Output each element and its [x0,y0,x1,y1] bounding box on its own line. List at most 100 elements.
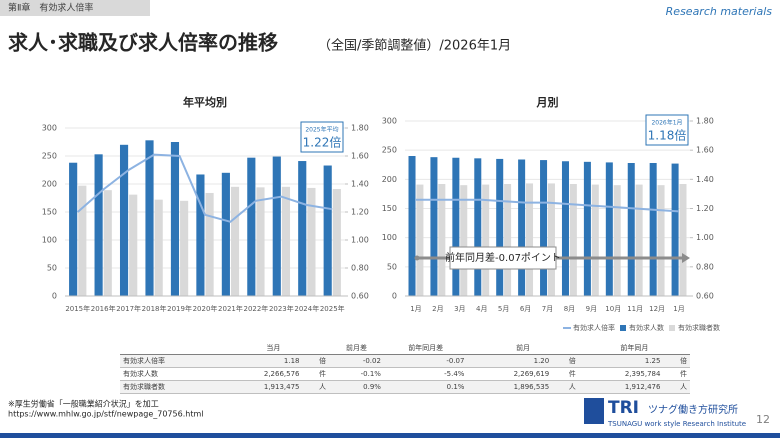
legend-swatch [620,325,626,331]
table-cell: -0.07 [383,354,468,368]
y-tick-label: 100 [42,236,57,245]
y-tick-label: 100 [382,233,397,242]
y2-tick-label: 0.60 [351,292,369,301]
x-tick-label: 2024年 [294,304,319,313]
bar [205,192,214,296]
y-tick-label: 200 [382,175,397,184]
org: ツナグ働き方研究所 [648,403,738,416]
x-tick-label: 11月 [627,305,643,313]
bar [180,200,189,296]
table-cell: 1,912,476 [578,380,664,394]
x-tick-label: 2022年 [243,304,268,313]
bar [496,158,504,296]
table-cell: 2,395,784 [578,367,664,381]
table-cell: 件 [552,367,579,381]
arrow-start [414,255,420,261]
bar [613,185,621,296]
bar [119,144,129,296]
table-row: 有効求人数 2,266,576 件 -0.1% -5.4% 2,269,619 件 2,395… [120,367,690,381]
legend-label: 有効求人数 [629,323,664,332]
callout-label: 2026年1月 [651,119,682,127]
tag: Research materials [666,5,773,18]
y2-tick-label: 0.60 [696,292,714,301]
url: https://www.mhlw.go.jp/stf/newpage_70756… [8,410,203,419]
header-cell: 当月 [217,342,329,355]
y2-tick-label: 1.80 [696,117,714,126]
bar [416,184,424,296]
bar [649,163,657,296]
y2-tick-label: 1.60 [351,152,369,161]
table-cell: 件 [302,367,329,381]
arrow-head [682,253,690,263]
bar [256,187,265,296]
summary-table: 当月 前月差 前年同月差 前月 前年同月 有効求人倍率 1.18 倍 -0.02 -0.07 1.2… [120,342,690,394]
bar [430,157,438,296]
bar [635,184,643,296]
y2-tick-label: 1.80 [351,124,369,133]
annotation: 前年同月差-0.07ポイント [445,251,561,264]
legend-swatch [669,325,675,331]
chart-title: 月別 [536,95,559,109]
y2-tick-label: 1.40 [351,180,369,189]
bar [170,142,180,296]
table-cell: -0.02 [328,354,384,368]
x-tick-label: 5月 [498,305,509,313]
table-cell: 倍 [663,354,690,368]
bar [69,162,78,296]
callout-box [645,114,689,146]
chapter: 第Ⅱ章 有効求人倍率 [8,2,93,14]
table-cell: 2,269,619 [467,367,553,381]
bar [540,160,548,296]
bar [247,157,256,296]
bar [408,156,416,296]
logo: TRI [608,398,639,418]
bar [230,186,240,296]
legend-label: 有効求職者数 [678,323,720,332]
bar [298,161,307,296]
bar [591,184,599,296]
table-cell: 1.25 [578,354,664,368]
y2-tick-label: 1.00 [696,233,714,242]
table-cell: 1.18 [217,354,303,368]
x-tick-label: 10月 [605,305,621,313]
y2-tick-label: 0.80 [696,262,714,271]
bar [438,184,446,296]
x-tick-label: 9月 [586,305,597,313]
x-tick-label: 6月 [520,305,531,313]
y2-tick-label: 1.60 [696,146,714,155]
bar [332,189,341,296]
bar [221,172,230,296]
table-cell: 人 [552,380,579,394]
legend-label: 有効求人倍率 [573,323,615,332]
annotation-box [449,246,557,270]
x-tick-label: 1月 [673,305,684,313]
table-cell: 2,266,576 [217,367,303,381]
y-tick-label: 300 [42,124,57,133]
bar [671,163,679,296]
x-tick-label: 2016年 [91,304,116,313]
bar [569,184,577,296]
table-cell: -0.1% [328,367,384,381]
bar [504,184,512,296]
x-tick-label: 7月 [542,305,553,313]
footer-bar [0,433,780,438]
y2-tick-label: 1.40 [696,175,714,184]
bar [605,162,613,296]
table-cell: 件 [663,367,690,381]
bar [103,190,112,296]
chart-title: 年平均別 [183,95,227,109]
y2-tick-label: 1.20 [351,208,369,217]
table-cell: 倍 [552,354,579,368]
x-tick-label: 2019年 [167,304,192,313]
y-tick-label: 50 [387,262,397,271]
ratio-line [415,198,680,213]
logo-mark [584,398,604,424]
table-row: 有効求人倍率 1.18 倍 -0.02 -0.07 1.20 倍 1.25 倍 [120,354,690,368]
x-tick-label: 1月 [410,305,421,313]
x-tick-label: 3月 [454,305,465,313]
bar [657,185,665,296]
x-tick-label: 2018年 [142,304,167,313]
bar [94,154,103,296]
bar [272,156,281,296]
